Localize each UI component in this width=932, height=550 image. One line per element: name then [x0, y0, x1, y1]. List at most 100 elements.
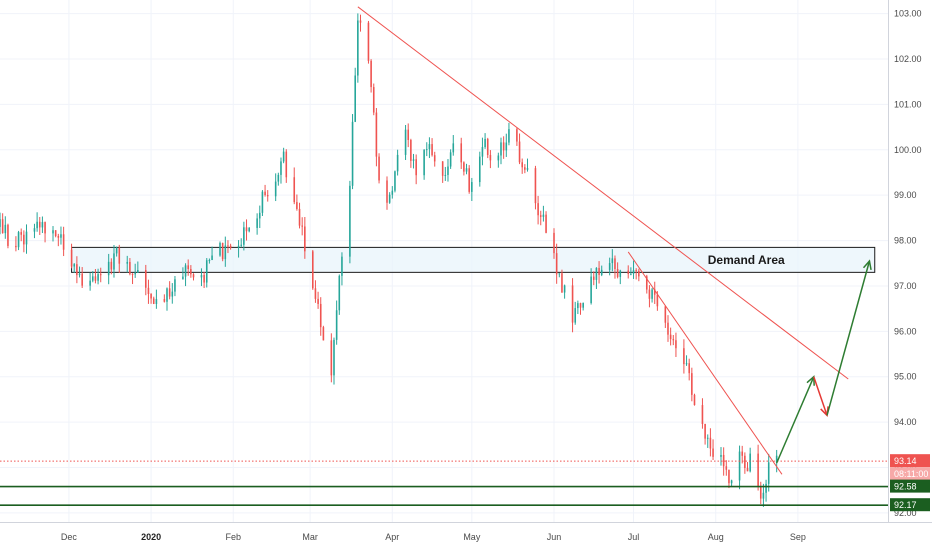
candle-body [728, 469, 730, 484]
candle-body [730, 480, 733, 484]
candle-body [555, 253, 558, 275]
candle-down [502, 136, 505, 159]
candle-body [208, 260, 211, 262]
candle-down [407, 123, 410, 148]
level-price-value: 92.17 [894, 500, 917, 510]
x-tick-label: 2020 [141, 532, 161, 542]
candle-body [738, 451, 741, 481]
candle-body [357, 20, 359, 76]
candle-body [627, 270, 630, 275]
candle-body [78, 273, 81, 276]
countdown-tag [890, 467, 930, 481]
candle-body [38, 221, 41, 228]
candle-down [614, 255, 616, 279]
candle-body [706, 437, 709, 439]
candle-down [304, 216, 306, 259]
candle-body [248, 227, 250, 232]
candle-body [685, 363, 688, 365]
candle-up [500, 137, 502, 165]
candle-body [224, 245, 227, 260]
candle-body [749, 453, 751, 472]
candle-body [182, 276, 184, 280]
candle-up [78, 266, 81, 278]
candle-body [410, 139, 412, 161]
candle-down [688, 358, 690, 381]
candle-body [709, 437, 712, 449]
candle-body [81, 273, 83, 286]
candle-body [70, 249, 73, 267]
candle-down [76, 256, 78, 284]
candle-body [545, 214, 547, 233]
candle-up [452, 135, 455, 156]
candle-down [110, 258, 113, 275]
candle-body [757, 453, 759, 488]
candle-up [404, 124, 407, 161]
candle-body [592, 276, 595, 280]
candle-body [460, 143, 463, 163]
candle-body [166, 288, 168, 302]
candle-up [762, 483, 765, 507]
candle-down [571, 278, 574, 333]
candle-down [441, 161, 444, 183]
candle-down [712, 439, 714, 460]
candle-body [152, 298, 155, 304]
candle-down [322, 325, 325, 341]
candle-body [744, 455, 746, 468]
countdown-value: 08:11:00 [894, 469, 928, 479]
candle-up [277, 172, 280, 186]
candle-body [746, 467, 749, 472]
candle-down [319, 297, 322, 336]
candle-up [357, 13, 359, 83]
candle-up [558, 273, 561, 278]
candle-body [630, 273, 632, 275]
candle-down [118, 244, 121, 273]
candle-up [137, 261, 139, 274]
y-tick-label: 100.00 [894, 145, 922, 155]
candle-body [118, 247, 121, 264]
candle-body [174, 279, 176, 292]
candle-body [526, 168, 529, 170]
candle-up [211, 246, 213, 261]
candle-body [701, 405, 704, 424]
candle-up [706, 434, 709, 448]
candle-body [412, 159, 415, 161]
candle-down [728, 469, 730, 489]
candle-body [598, 267, 600, 275]
candle-body [317, 298, 319, 304]
candle-body [431, 144, 433, 156]
candle-down [725, 460, 728, 476]
candle-body [386, 180, 388, 203]
candle-down [168, 281, 171, 300]
candle-up [505, 133, 508, 157]
candle-body [211, 255, 213, 261]
candle-down [627, 265, 630, 279]
candle-body [33, 228, 36, 232]
y-tick-label: 101.00 [894, 99, 922, 109]
candle-up [17, 230, 20, 251]
candle-body [338, 275, 341, 311]
candle-up [240, 238, 243, 248]
candle-body [465, 168, 468, 172]
candle-body [542, 214, 545, 217]
candle-down [741, 445, 744, 464]
candle-body [349, 185, 351, 257]
candle-down [653, 281, 656, 304]
candle-body [675, 340, 677, 349]
candle-body [590, 276, 592, 303]
candle-body [579, 303, 582, 308]
candle-up [611, 249, 614, 272]
candle-body [282, 151, 285, 162]
candle-body [163, 299, 166, 302]
candle-down [317, 291, 319, 309]
level-price-tag [890, 498, 930, 512]
candle-body [672, 339, 675, 341]
candle-up [0, 212, 1, 235]
candle-down [245, 219, 248, 241]
candle-body [110, 261, 113, 270]
candle-body [638, 270, 640, 277]
candle-body [582, 302, 584, 308]
candle-body [378, 156, 380, 181]
candle-body [304, 226, 306, 252]
candle-down [187, 259, 190, 276]
